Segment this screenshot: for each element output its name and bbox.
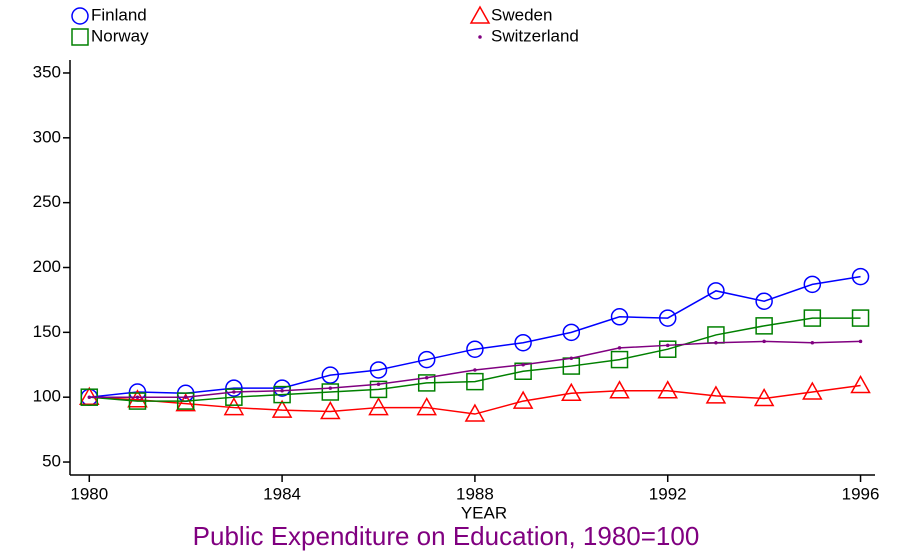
marker [755, 317, 773, 335]
legend-label: Norway [91, 26, 149, 45]
marker [802, 381, 823, 400]
marker [753, 387, 775, 407]
marker [376, 382, 381, 386]
marker [369, 361, 388, 379]
marker [71, 7, 89, 25]
y-tick-label: 350 [33, 62, 61, 81]
marker [803, 275, 822, 294]
marker [707, 282, 725, 300]
marker [478, 35, 482, 39]
marker [562, 323, 581, 342]
marker [78, 386, 100, 405]
marker [87, 395, 92, 399]
marker [328, 386, 333, 390]
x-axis-label: YEAR [461, 503, 507, 522]
marker [561, 382, 582, 402]
marker [850, 374, 871, 394]
marker [512, 390, 534, 409]
marker [858, 339, 863, 344]
marker [851, 309, 870, 327]
marker [271, 399, 293, 418]
marker [762, 339, 766, 344]
marker [714, 340, 718, 345]
marker [424, 375, 429, 380]
marker [71, 28, 89, 46]
marker [183, 395, 188, 399]
marker [617, 346, 622, 350]
marker [755, 292, 773, 310]
marker [135, 395, 140, 399]
marker [273, 385, 291, 404]
marker [514, 333, 532, 352]
legend-label: Finland [91, 5, 147, 24]
marker [851, 267, 870, 286]
marker [473, 368, 477, 372]
x-tick-label: 1988 [456, 484, 494, 503]
marker [810, 340, 815, 345]
marker [705, 385, 727, 404]
marker [803, 309, 822, 327]
marker [280, 388, 284, 393]
marker [417, 374, 436, 392]
x-tick-label: 1984 [263, 484, 301, 503]
series-line [89, 317, 861, 402]
marker [609, 380, 630, 399]
marker [175, 393, 196, 412]
marker [469, 5, 491, 24]
marker [417, 350, 436, 369]
marker [416, 397, 437, 416]
y-tick-label: 200 [33, 257, 61, 276]
marker [127, 389, 148, 408]
marker [610, 350, 629, 369]
x-tick-label: 1992 [649, 484, 687, 503]
marker [321, 366, 340, 384]
marker [369, 380, 388, 399]
marker [464, 403, 486, 422]
marker [321, 383, 340, 401]
legend-label: Switzerland [491, 26, 579, 45]
marker [232, 390, 236, 394]
y-tick-label: 150 [33, 322, 61, 341]
marker [466, 372, 484, 391]
marker [658, 309, 677, 327]
marker [610, 308, 629, 326]
marker [665, 343, 670, 348]
marker [176, 392, 195, 410]
legend-label: Sweden [491, 5, 552, 24]
chart-title: Public Expenditure on Education, 1980=10… [193, 521, 700, 551]
y-tick-label: 250 [33, 192, 61, 211]
series-line [89, 275, 861, 398]
marker [569, 356, 574, 361]
marker [320, 400, 341, 420]
y-tick-label: 300 [33, 127, 61, 146]
marker [521, 363, 525, 367]
marker [368, 397, 389, 416]
marker [225, 388, 243, 406]
x-tick-label: 1980 [70, 484, 108, 503]
marker [658, 340, 677, 358]
y-tick-label: 50 [42, 452, 61, 471]
x-tick-label: 1996 [842, 484, 880, 503]
series-line [89, 384, 861, 415]
marker [657, 380, 679, 399]
y-tick-label: 100 [33, 387, 61, 406]
marker [223, 397, 245, 416]
marker [128, 392, 147, 410]
marker [225, 379, 243, 397]
marker [466, 340, 484, 358]
